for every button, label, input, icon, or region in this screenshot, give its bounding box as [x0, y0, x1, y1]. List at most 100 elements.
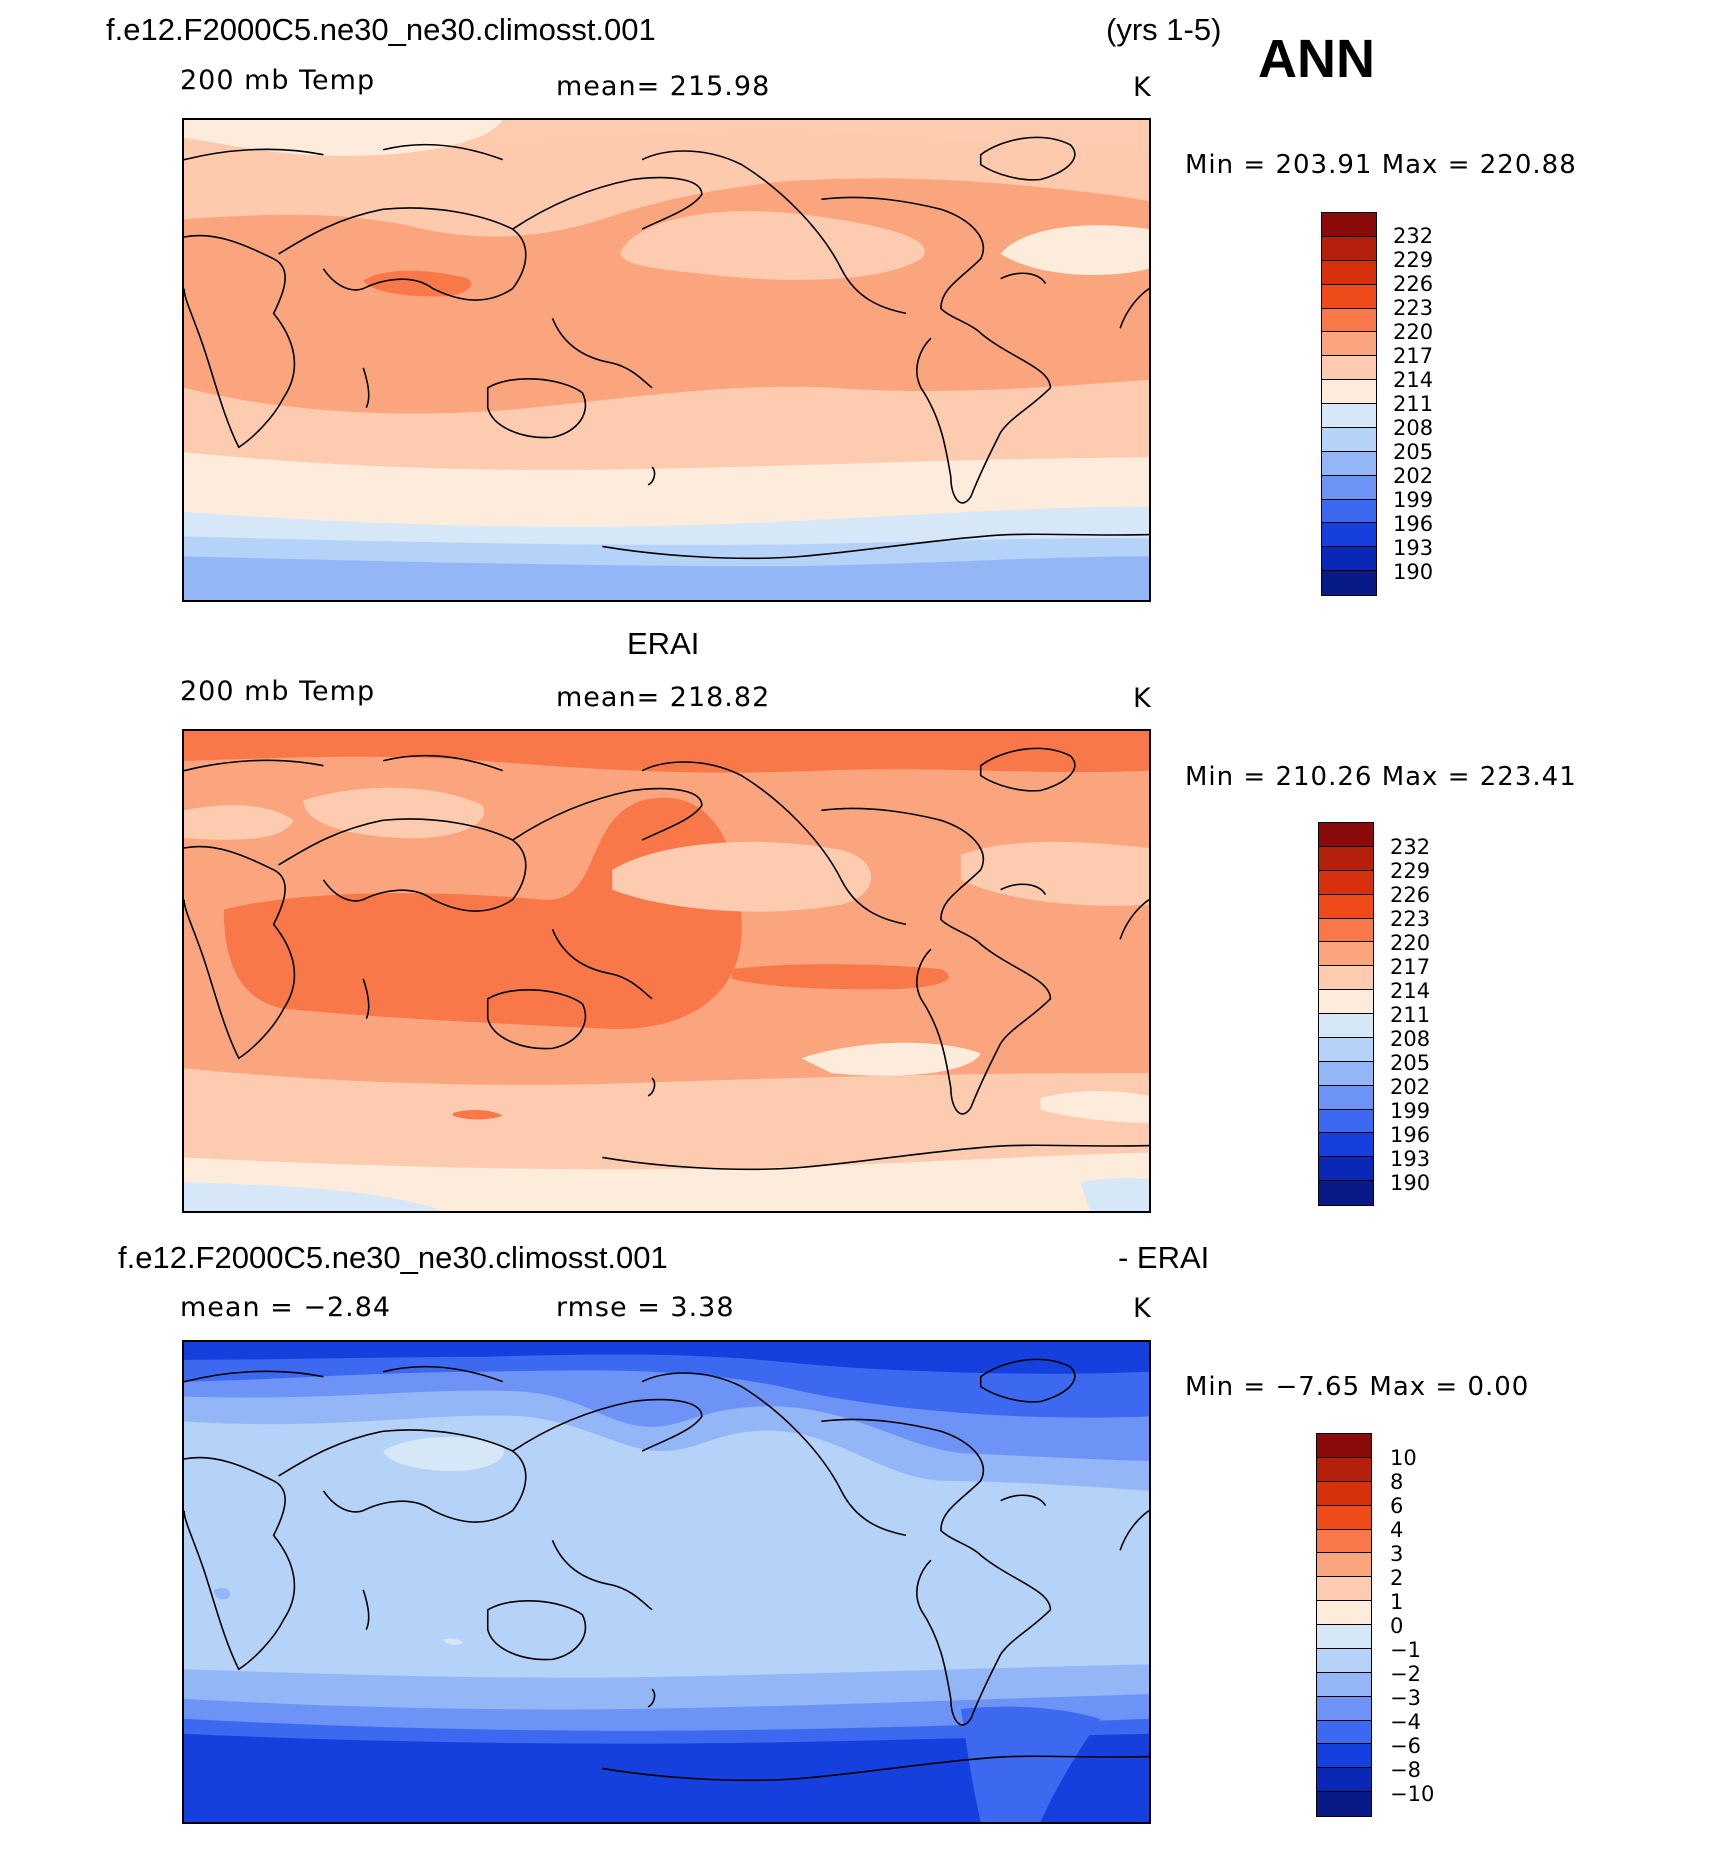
colorbar-tick: 4: [1390, 1518, 1404, 1542]
colorbar-swatch: [1317, 1720, 1371, 1745]
colorbar-model: [1321, 212, 1377, 596]
case-title: f.e12.F2000C5.ne30_ne30.climosst.001: [106, 12, 656, 47]
colorbar-tick: 199: [1393, 488, 1434, 512]
season-label: ANN: [1258, 29, 1375, 89]
colorbar-tick: −6: [1390, 1734, 1421, 1758]
map-diff: [182, 1340, 1151, 1824]
colorbar-swatch: [1322, 427, 1376, 452]
colorbar-tick: 202: [1393, 464, 1434, 488]
colorbar-swatch: [1317, 1625, 1371, 1649]
panel-diff-minmax: Min = −7.65 Max = 0.00: [1185, 1372, 1530, 1402]
colorbar-swatch: [1322, 547, 1376, 572]
colorbar-tick: 199: [1390, 1099, 1431, 1123]
panel-diff-units: K: [1133, 1293, 1152, 1324]
panel-model-mean: mean= 215.98: [556, 71, 771, 102]
colorbar-tick: 226: [1390, 883, 1431, 907]
colorbar-swatch: [1317, 1601, 1371, 1625]
colorbar-swatch: [1322, 571, 1376, 595]
colorbar-tick: 190: [1393, 560, 1434, 584]
colorbar-swatch: [1317, 1457, 1371, 1482]
colorbar-tick: 1: [1390, 1590, 1404, 1614]
map-model-contours: [184, 120, 1149, 600]
colorbar-swatch: [1317, 1434, 1371, 1458]
colorbar-swatch: [1319, 942, 1373, 967]
colorbar-swatch: [1317, 1577, 1371, 1602]
colorbar-tick: 196: [1393, 512, 1434, 536]
colorbar-swatch: [1322, 236, 1376, 261]
colorbar-tick: 205: [1390, 1051, 1431, 1075]
colorbar-swatch: [1319, 823, 1373, 847]
colorbar-tick: 232: [1393, 224, 1434, 248]
colorbar-tick: 205: [1393, 440, 1434, 464]
colorbar-swatch: [1322, 332, 1376, 357]
colorbar-swatch: [1317, 1553, 1371, 1578]
colorbar-tick: 217: [1393, 344, 1434, 368]
panel-obs-variable: 200 mb Temp: [180, 676, 376, 707]
colorbar-swatch: [1319, 1181, 1373, 1205]
colorbar-swatch: [1319, 1109, 1373, 1134]
colorbar-tick: 196: [1390, 1123, 1431, 1147]
colorbar-swatch: [1317, 1744, 1371, 1769]
colorbar-tick: 223: [1390, 907, 1431, 931]
colorbar-swatch: [1319, 1061, 1373, 1086]
colorbar-tick: −8: [1390, 1758, 1421, 1782]
colorbar-swatch: [1319, 1157, 1373, 1182]
colorbar-swatch: [1319, 918, 1373, 943]
colorbar-swatch: [1322, 213, 1376, 237]
map-obs: [182, 729, 1151, 1213]
colorbar-swatch: [1322, 499, 1376, 524]
colorbar-tick: 208: [1390, 1027, 1431, 1051]
colorbar-tick: 217: [1390, 955, 1431, 979]
colorbar-tick: 214: [1390, 979, 1431, 1003]
colorbar-tick: 229: [1393, 248, 1434, 272]
colorbar-swatch: [1319, 894, 1373, 919]
panel-obs-mean: mean= 218.82: [556, 682, 771, 713]
colorbar-swatch: [1322, 260, 1376, 285]
colorbar-swatch: [1317, 1529, 1371, 1554]
panel-diff-title-right: - ERAI: [1118, 1240, 1210, 1275]
panel-model-variable: 200 mb Temp: [180, 65, 376, 96]
colorbar-swatch: [1322, 308, 1376, 333]
colorbar-tick: 232: [1390, 835, 1431, 859]
colorbar-swatch: [1322, 356, 1376, 381]
colorbar-tick: 229: [1390, 859, 1431, 883]
colorbar-swatch: [1322, 523, 1376, 548]
colorbar-tick: 10: [1390, 1446, 1417, 1470]
colorbar-swatch: [1319, 966, 1373, 991]
colorbar-tick: 211: [1393, 392, 1434, 416]
colorbar-swatch: [1317, 1648, 1371, 1673]
colorbar-swatch: [1319, 870, 1373, 895]
colorbar-tick: −1: [1390, 1638, 1421, 1662]
colorbar-swatch: [1322, 404, 1376, 428]
colorbar-swatch: [1317, 1792, 1371, 1816]
colorbar-diff: [1316, 1433, 1372, 1817]
colorbar-tick: −10: [1390, 1782, 1435, 1806]
colorbar-swatch: [1317, 1768, 1371, 1793]
panel-obs-title: ERAI: [627, 626, 700, 661]
colorbar-tick: 208: [1393, 416, 1434, 440]
colorbar-swatch: [1319, 1133, 1373, 1158]
colorbar-swatch: [1319, 990, 1373, 1014]
colorbar-tick: 220: [1393, 320, 1434, 344]
colorbar-swatch: [1317, 1696, 1371, 1721]
colorbar-tick: 220: [1390, 931, 1431, 955]
colorbar-swatch: [1319, 1037, 1373, 1062]
colorbar-swatch: [1317, 1672, 1371, 1697]
colorbar-tick: −2: [1390, 1662, 1421, 1686]
colorbar-swatch: [1322, 475, 1376, 500]
colorbar-swatch: [1319, 1014, 1373, 1038]
colorbar-tick: 211: [1390, 1003, 1431, 1027]
panel-diff-mean: mean = −2.84: [180, 1292, 392, 1323]
colorbar-tick: −3: [1390, 1686, 1421, 1710]
colorbar-tick: 3: [1390, 1542, 1404, 1566]
colorbar-tick: 223: [1393, 296, 1434, 320]
colorbar-tick: 193: [1393, 536, 1434, 560]
map-obs-contours: [184, 731, 1149, 1211]
colorbar-tick: −4: [1390, 1710, 1421, 1734]
colorbar-swatch: [1317, 1505, 1371, 1530]
panel-diff-title-left: f.e12.F2000C5.ne30_ne30.climosst.001: [118, 1240, 668, 1275]
colorbar-swatch: [1322, 284, 1376, 309]
panel-obs-minmax: Min = 210.26 Max = 223.41: [1185, 762, 1577, 792]
colorbar-tick: 190: [1390, 1171, 1431, 1195]
panel-model-units: K: [1133, 72, 1152, 103]
